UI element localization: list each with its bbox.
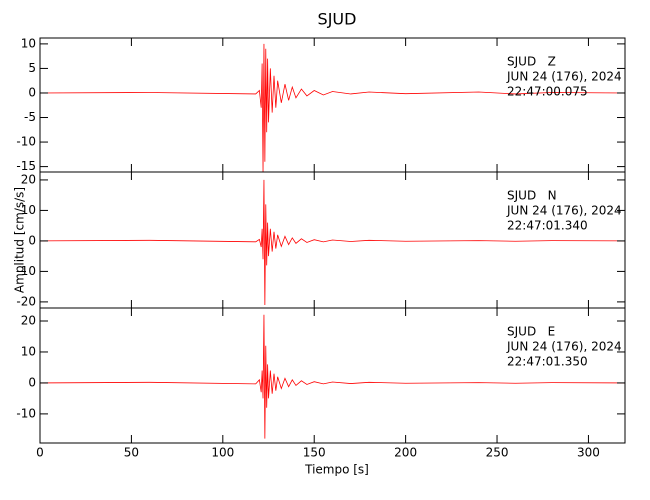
annotation: SJUD N [507,189,557,203]
y-tick-label: 10 [21,344,36,358]
x-tick-label: 250 [486,446,509,460]
y-tick-label: 0 [28,85,36,99]
y-tick-label: -5 [24,110,36,124]
x-tick-label: 150 [303,446,326,460]
y-tick-label: 20 [21,314,36,328]
x-tick-label: 0 [36,446,44,460]
annotation: SJUD E [507,325,555,339]
y-tick-label: -20 [16,294,36,308]
y-tick-label: -10 [16,406,36,420]
y-tick-label: 0 [28,375,36,389]
waveform [39,179,626,305]
annotation: JUN 24 (176), 2024 [506,70,622,84]
y-tick-label: 10 [21,36,36,50]
annotation: 22:47:00.075 [507,85,588,99]
y-tick-label: 20 [21,172,36,186]
waveform [39,314,626,439]
x-tick-label: 200 [394,446,417,460]
annotation: JUN 24 (176), 2024 [506,340,622,354]
x-tick-label: 100 [211,446,234,460]
y-tick-label: 5 [28,61,36,75]
annotation: JUN 24 (176), 2024 [506,204,622,218]
y-tick-label: -10 [16,264,36,278]
y-tick-label: 10 [21,203,36,217]
x-axis-label: Tiempo [s] [304,463,369,477]
chart-title: SJUD [318,10,357,29]
y-axis-label: Amplitud [cm/s/s] [13,187,27,293]
panel-frame [39,307,626,444]
x-tick-label: 50 [124,446,139,460]
annotation: SJUD Z [507,55,556,69]
y-tick-label: -15 [16,159,36,173]
y-tick-label: 0 [28,233,36,247]
annotation: 22:47:01.350 [507,355,588,369]
y-tick-label: -10 [16,135,36,149]
x-tick-label: 300 [577,446,600,460]
waveform [39,43,626,172]
annotation: 22:47:01.340 [507,219,588,233]
